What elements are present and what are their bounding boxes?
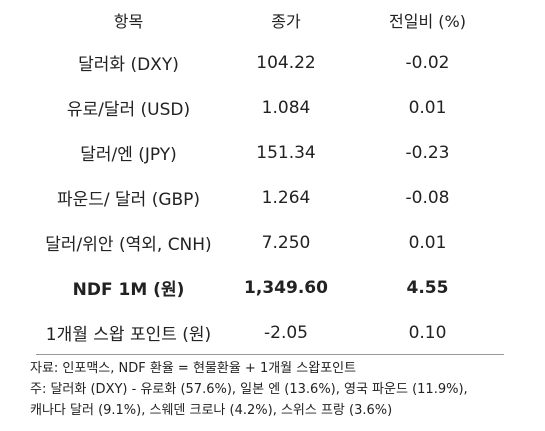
item-cell: 유로/달러 (USD) xyxy=(66,100,191,120)
composition-note: 주: 달러화 (DXY) - 유로화 (57.6%), 일본 엔 (13.6%)… xyxy=(30,382,468,397)
fx-table: 항목 종가 전일비 (%) 달러화 (DXY) 104.22 -0.02 유로/… xyxy=(36,0,504,355)
table-row: 유로/달러 (USD) 1.084 0.01 xyxy=(36,85,504,130)
composition-note-continued: 캐나다 달러 (9.1%), 스웨덴 크로나 (4.2%), 스위스 프랑 (3… xyxy=(30,403,393,418)
change-cell: 4.55 xyxy=(406,277,449,298)
close-cell: -2.05 xyxy=(264,322,308,343)
close-cell: 104.22 xyxy=(256,52,316,73)
close-cell: 151.34 xyxy=(256,142,316,163)
header-change: 전일비 (%) xyxy=(389,12,466,31)
change-cell: 0.10 xyxy=(408,322,447,343)
footnotes: 자료: 인포맥스, NDF 환율 = 현물환율 + 1개월 스왑포인트 주: 달… xyxy=(30,358,540,421)
table-row: 달러/위안 (역외, CNH) 7.250 0.01 xyxy=(36,220,504,265)
table-row: NDF 1M (원) 1,349.60 4.55 xyxy=(36,265,504,310)
item-cell: NDF 1M (원) xyxy=(72,280,185,300)
item-cell: 달러/엔 (JPY) xyxy=(80,145,177,165)
table-row: 달러화 (DXY) 104.22 -0.02 xyxy=(36,40,504,85)
item-cell: 달러화 (DXY) xyxy=(78,55,179,75)
close-cell: 1.264 xyxy=(261,187,311,208)
table-row: 달러/엔 (JPY) 151.34 -0.23 xyxy=(36,130,504,175)
close-cell: 1.084 xyxy=(261,97,311,118)
close-cell: 7.250 xyxy=(261,232,311,253)
change-cell: 0.01 xyxy=(408,97,447,118)
table-header: 항목 종가 전일비 (%) xyxy=(36,0,504,40)
item-cell: 달러/위안 (역외, CNH) xyxy=(45,235,212,255)
item-cell: 파운드/ 달러 (GBP) xyxy=(56,190,201,210)
source-note: 자료: 인포맥스, NDF 환율 = 현물환율 + 1개월 스왑포인트 xyxy=(30,361,357,376)
table-row: 파운드/ 달러 (GBP) 1.264 -0.08 xyxy=(36,175,504,220)
header-close: 종가 xyxy=(271,12,301,31)
change-cell: -0.23 xyxy=(405,142,450,163)
header-item: 항목 xyxy=(113,12,144,31)
change-cell: -0.08 xyxy=(405,187,450,208)
change-cell: 0.01 xyxy=(408,232,447,253)
footnote-divider xyxy=(36,354,504,355)
close-cell: 1,349.60 xyxy=(244,277,328,298)
item-cell: 1개월 스왑 포인트 (원) xyxy=(45,325,212,345)
change-cell: -0.02 xyxy=(405,52,450,73)
table-row: 1개월 스왑 포인트 (원) -2.05 0.10 xyxy=(36,310,504,355)
